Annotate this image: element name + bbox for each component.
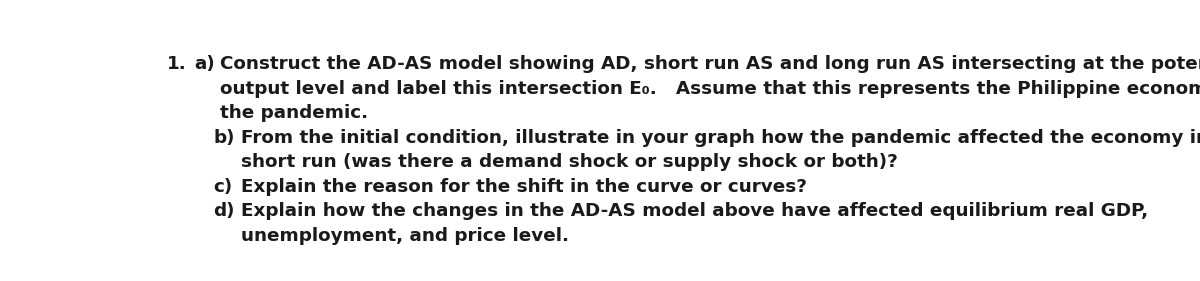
Text: Explain how the changes in the AD-AS model above have affected equilibrium real : Explain how the changes in the AD-AS mod… [241, 202, 1148, 220]
Text: Explain the reason for the shift in the curve or curves?: Explain the reason for the shift in the … [241, 178, 808, 196]
Text: c): c) [214, 178, 233, 196]
Text: short run (was there a demand shock or supply shock or both)?: short run (was there a demand shock or s… [241, 153, 898, 171]
Text: From the initial condition, illustrate in your graph how the pandemic affected t: From the initial condition, illustrate i… [241, 129, 1200, 147]
Text: Construct the AD-AS model showing AD, short run AS and long run AS intersecting : Construct the AD-AS model showing AD, sh… [220, 55, 1200, 73]
Text: the pandemic.: the pandemic. [220, 104, 368, 122]
Text: d): d) [214, 202, 235, 220]
Text: 1.: 1. [167, 55, 186, 73]
Text: a): a) [194, 55, 215, 73]
Text: b): b) [214, 129, 235, 147]
Text: output level and label this intersection E₀.   Assume that this represents the P: output level and label this intersection… [220, 80, 1200, 98]
Text: unemployment, and price level.: unemployment, and price level. [241, 226, 569, 244]
